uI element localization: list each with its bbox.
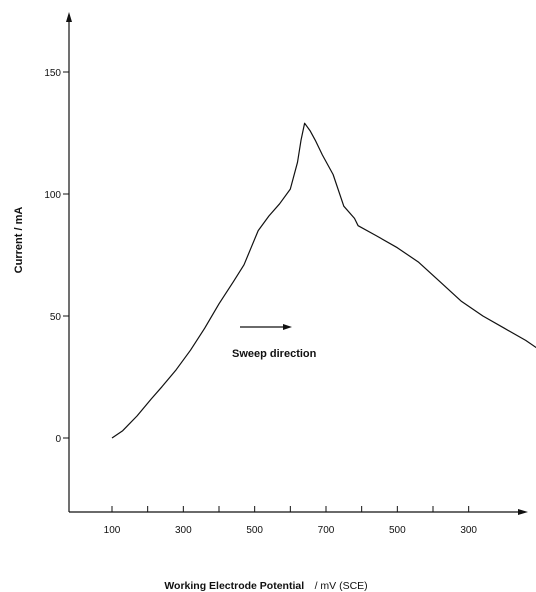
x-axis-label-main: Working Electrode Potential xyxy=(164,580,304,592)
x-axis-label-unit: / mV (SCE) xyxy=(315,580,368,592)
x-axis xyxy=(69,509,528,515)
sweep-arrow-icon xyxy=(283,324,292,330)
y-axis-label: Current / mA xyxy=(13,207,25,274)
x-axis-label: Working Electrode Potential / mV (SCE) xyxy=(164,576,367,592)
y-axis-arrow-icon xyxy=(66,12,72,22)
y-ticks: 0 50 100 150 xyxy=(44,68,69,445)
x-tick-label: 300 xyxy=(175,525,192,536)
x-axis-arrow-icon xyxy=(518,509,528,515)
y-tick-label: 100 xyxy=(44,190,61,201)
x-ticks: 100 300 500 700 500 300 xyxy=(104,506,477,536)
x-tick-label: 300 xyxy=(460,525,477,536)
sweep-direction-annotation: Sweep direction xyxy=(232,324,317,360)
x-tick-label: 500 xyxy=(246,525,263,536)
x-tick-label: 500 xyxy=(389,525,406,536)
sweep-direction-label: Sweep direction xyxy=(232,348,317,360)
x-tick-label: 100 xyxy=(104,525,121,536)
y-axis xyxy=(66,12,72,512)
x-tick-label: 700 xyxy=(318,525,335,536)
y-tick-label: 0 xyxy=(55,434,61,445)
y-tick-label: 50 xyxy=(50,312,62,323)
series-line xyxy=(111,122,536,439)
y-tick-label: 150 xyxy=(44,68,61,79)
